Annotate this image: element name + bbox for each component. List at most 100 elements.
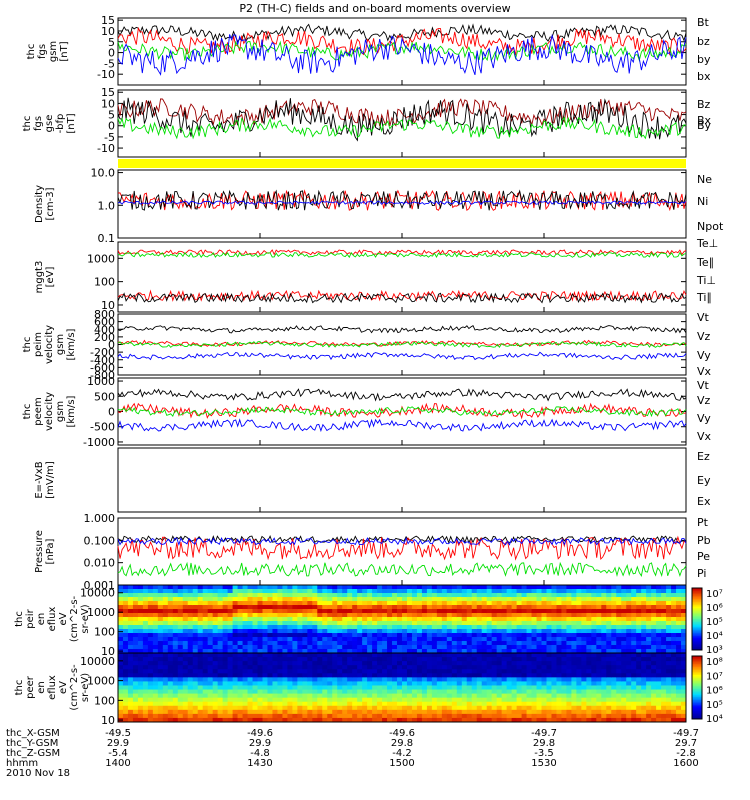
spectrogram-cell [172, 697, 179, 703]
spectrogram-cell [536, 613, 543, 618]
spectrogram-cell [362, 597, 368, 602]
spectrogram-cell [491, 701, 498, 707]
spectrogram-cell [332, 629, 338, 634]
spectrogram-cell [367, 685, 373, 691]
spectrogram-cell [456, 693, 463, 699]
spectrogram-cell [242, 645, 249, 650]
spectrogram-cell [207, 705, 214, 711]
spectrogram-cell [292, 677, 298, 682]
spectrogram-cell [152, 689, 159, 695]
spectrogram-cell [476, 653, 483, 658]
spectrogram-cell [606, 713, 612, 719]
spectrogram-cell [631, 673, 637, 678]
spectrogram-cell [481, 621, 488, 626]
spectrogram-cell [292, 717, 298, 723]
spectrogram-cell [641, 605, 647, 610]
spectrogram-cell [516, 717, 523, 723]
spectrogram-cell [601, 605, 607, 610]
spectrogram-cell [646, 633, 652, 638]
spectrogram-cell [501, 661, 508, 666]
spectrogram-cell [516, 617, 523, 622]
colorbar-label: 10⁷ [706, 671, 723, 682]
spectrogram-cell [187, 657, 194, 662]
spectrogram-cell [157, 613, 164, 618]
y-tick-label: 10 [101, 25, 115, 38]
spectrogram-cell [352, 593, 358, 598]
spectrogram-cell [122, 593, 129, 598]
spectrogram-cell [476, 669, 483, 674]
spectrogram-cell [152, 713, 159, 719]
spectrogram-cell [127, 649, 134, 654]
spectrogram-cell [397, 713, 403, 719]
spectrogram-cell [267, 685, 273, 691]
spectrogram-cell [342, 705, 348, 711]
spectrogram-cell [441, 633, 448, 638]
spectrogram-cell [641, 685, 647, 691]
spectrogram-cell [177, 601, 184, 606]
spectrogram-cell [496, 657, 503, 662]
spectrogram-cell [187, 593, 194, 598]
spectrogram-cell [227, 597, 234, 602]
spectrogram-cell [227, 665, 234, 670]
spectrogram-cell [142, 645, 149, 650]
spectrogram-cell [292, 617, 298, 622]
spectrogram-cell [177, 701, 184, 707]
spectrogram-cell [606, 617, 612, 622]
spectrogram-cell [202, 693, 209, 699]
spectrogram-cell [661, 625, 667, 630]
spectrogram-cell [546, 681, 552, 686]
spectrogram-cell [431, 689, 438, 695]
spectrogram-cell [118, 681, 124, 686]
spectrogram-cell [641, 601, 647, 606]
spectrogram-cell [656, 589, 662, 594]
colorbar-cell [692, 715, 702, 718]
spectrogram-cell [232, 625, 239, 630]
spectrogram-cell [631, 605, 637, 610]
spectrogram-cell [342, 585, 348, 590]
spectrogram-cell [556, 677, 562, 682]
spectrogram-cell [496, 661, 503, 666]
spectrogram-cell [402, 625, 408, 630]
y-axis-label: thc [14, 680, 25, 696]
spectrogram-cell [272, 669, 278, 674]
spectrogram-cell [292, 613, 298, 618]
spectrogram-cell [132, 701, 139, 707]
spectrogram-cell [626, 621, 632, 626]
spectrogram-cell [277, 665, 283, 670]
spectrogram-cell [327, 617, 333, 622]
spectrogram-cell [451, 621, 458, 626]
spectrogram-cell [172, 633, 179, 638]
spectrogram-cell [671, 705, 677, 711]
spectrogram-cell [277, 601, 283, 606]
series-line-Vt [117, 388, 687, 402]
spectrogram-cell [197, 653, 204, 658]
spectrogram-cell [606, 601, 612, 606]
spectrogram-cell [586, 589, 592, 594]
y-axis-label: [cm-3] [45, 187, 56, 220]
spectrogram-cell [591, 701, 597, 707]
spectrogram-cell [641, 589, 647, 594]
spectrogram-cell [402, 653, 408, 658]
spectrogram-cell [402, 685, 408, 691]
spectrogram-cell [292, 609, 298, 614]
spectrogram-cell [681, 613, 687, 618]
spectrogram-cell [606, 661, 612, 666]
spectrogram-cell [137, 665, 144, 670]
spectrogram-cell [362, 637, 368, 642]
spectrogram-cell [676, 601, 682, 606]
spectrogram-cell [347, 657, 353, 662]
spectrogram-cell [521, 689, 528, 695]
spectrogram-cell [352, 641, 358, 646]
spectrogram-cell [137, 709, 144, 715]
spectrogram-cell [546, 693, 552, 699]
spectrogram-cell [167, 637, 174, 642]
spectrogram-cell [476, 709, 483, 715]
spectrogram-cell [541, 689, 547, 695]
spectrogram-cell [576, 673, 582, 678]
spectrogram-cell [127, 605, 134, 610]
spectrogram-cell [267, 597, 273, 602]
spectrogram-cell [227, 709, 234, 715]
spectrogram-cell [546, 645, 552, 650]
spectrogram-cell [496, 681, 503, 686]
spectrogram-cell [501, 709, 508, 715]
